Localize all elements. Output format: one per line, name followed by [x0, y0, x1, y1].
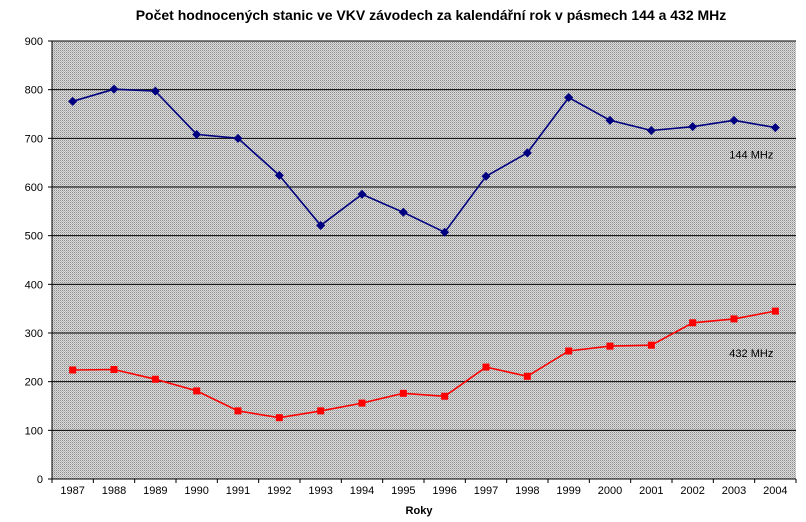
data-point	[481, 171, 491, 181]
x-tick-label: 1999	[556, 485, 580, 497]
data-point	[358, 399, 366, 407]
series-labels: 144 MHz 432 MHz	[729, 150, 773, 360]
series-group	[68, 84, 780, 422]
x-tick-label: 1994	[350, 485, 374, 497]
x-tick-label: 2004	[763, 485, 787, 497]
data-point	[688, 122, 698, 132]
data-point	[193, 387, 201, 395]
x-tick-label: 1996	[432, 485, 456, 497]
x-tick-label: 1989	[143, 485, 167, 497]
y-tick-label: 700	[25, 133, 43, 145]
x-axis-ticks: 1987 1988 1989 1990 1991 1992 1993 1994 1995 1996…	[51, 479, 797, 497]
data-point	[234, 407, 242, 415]
y-tick-label: 400	[25, 279, 43, 291]
data-point	[770, 123, 780, 133]
y-tick-label: 500	[25, 231, 43, 243]
y-tick-label: 200	[25, 377, 43, 389]
data-point	[317, 407, 325, 415]
series-name-label: 432 MHz	[729, 348, 773, 360]
data-point	[69, 366, 77, 374]
data-point	[357, 189, 367, 199]
series-line	[72, 88, 776, 234]
data-point	[605, 115, 615, 125]
data-point	[646, 126, 656, 136]
plot-area	[52, 41, 796, 479]
data-point	[68, 96, 78, 106]
y-tick-label: 0	[37, 474, 43, 486]
data-point	[523, 372, 531, 380]
data-point	[771, 307, 779, 315]
data-point	[729, 115, 739, 125]
x-tick-label: 2002	[680, 485, 704, 497]
x-tick-label: 1993	[308, 485, 332, 497]
data-point	[110, 366, 118, 373]
x-tick-label: 2000	[598, 485, 622, 497]
series-name-label: 144 MHz	[729, 150, 773, 162]
y-tick-label: 600	[25, 182, 43, 194]
data-point	[398, 207, 408, 217]
x-tick-label: 1995	[391, 485, 415, 497]
data-point	[482, 363, 490, 371]
x-axis-label: Roky	[406, 505, 434, 517]
x-tick-label: 1997	[474, 485, 498, 497]
data-point	[151, 375, 159, 383]
data-point	[689, 319, 697, 327]
data-point	[150, 86, 160, 96]
x-tick-label: 2001	[639, 485, 663, 497]
data-point	[440, 227, 450, 237]
x-tick-label: 1990	[184, 485, 208, 497]
x-tick-label: 2003	[722, 485, 746, 497]
data-point	[564, 92, 574, 102]
data-point	[441, 392, 449, 400]
data-point	[316, 220, 326, 230]
data-point	[274, 170, 284, 180]
gridlines	[52, 40, 796, 431]
y-tick-label: 300	[25, 328, 43, 340]
data-point	[522, 148, 532, 158]
y-tick-label: 100	[25, 425, 43, 437]
x-tick-label: 1991	[226, 485, 250, 497]
data-point	[730, 315, 738, 323]
x-tick-label: 1998	[515, 485, 539, 497]
data-point	[606, 342, 614, 350]
data-point	[109, 84, 119, 94]
data-point	[647, 341, 655, 349]
x-tick-label: 1992	[267, 485, 291, 497]
y-tick-label: 800	[25, 85, 43, 97]
data-point	[399, 389, 407, 397]
data-point	[192, 129, 202, 139]
y-tick-label: 900	[25, 36, 43, 48]
x-tick-label: 1988	[102, 485, 126, 497]
data-point	[233, 133, 243, 143]
x-tick-label: 1987	[60, 485, 84, 497]
chart-title: Počet hodnocených stanic ve VKV závodech…	[136, 7, 727, 23]
y-axis-ticks: 0 100 200 300 400 500 600 700 800 900	[25, 36, 52, 486]
data-point	[565, 347, 573, 355]
data-point	[275, 414, 283, 422]
series-line	[72, 310, 776, 419]
